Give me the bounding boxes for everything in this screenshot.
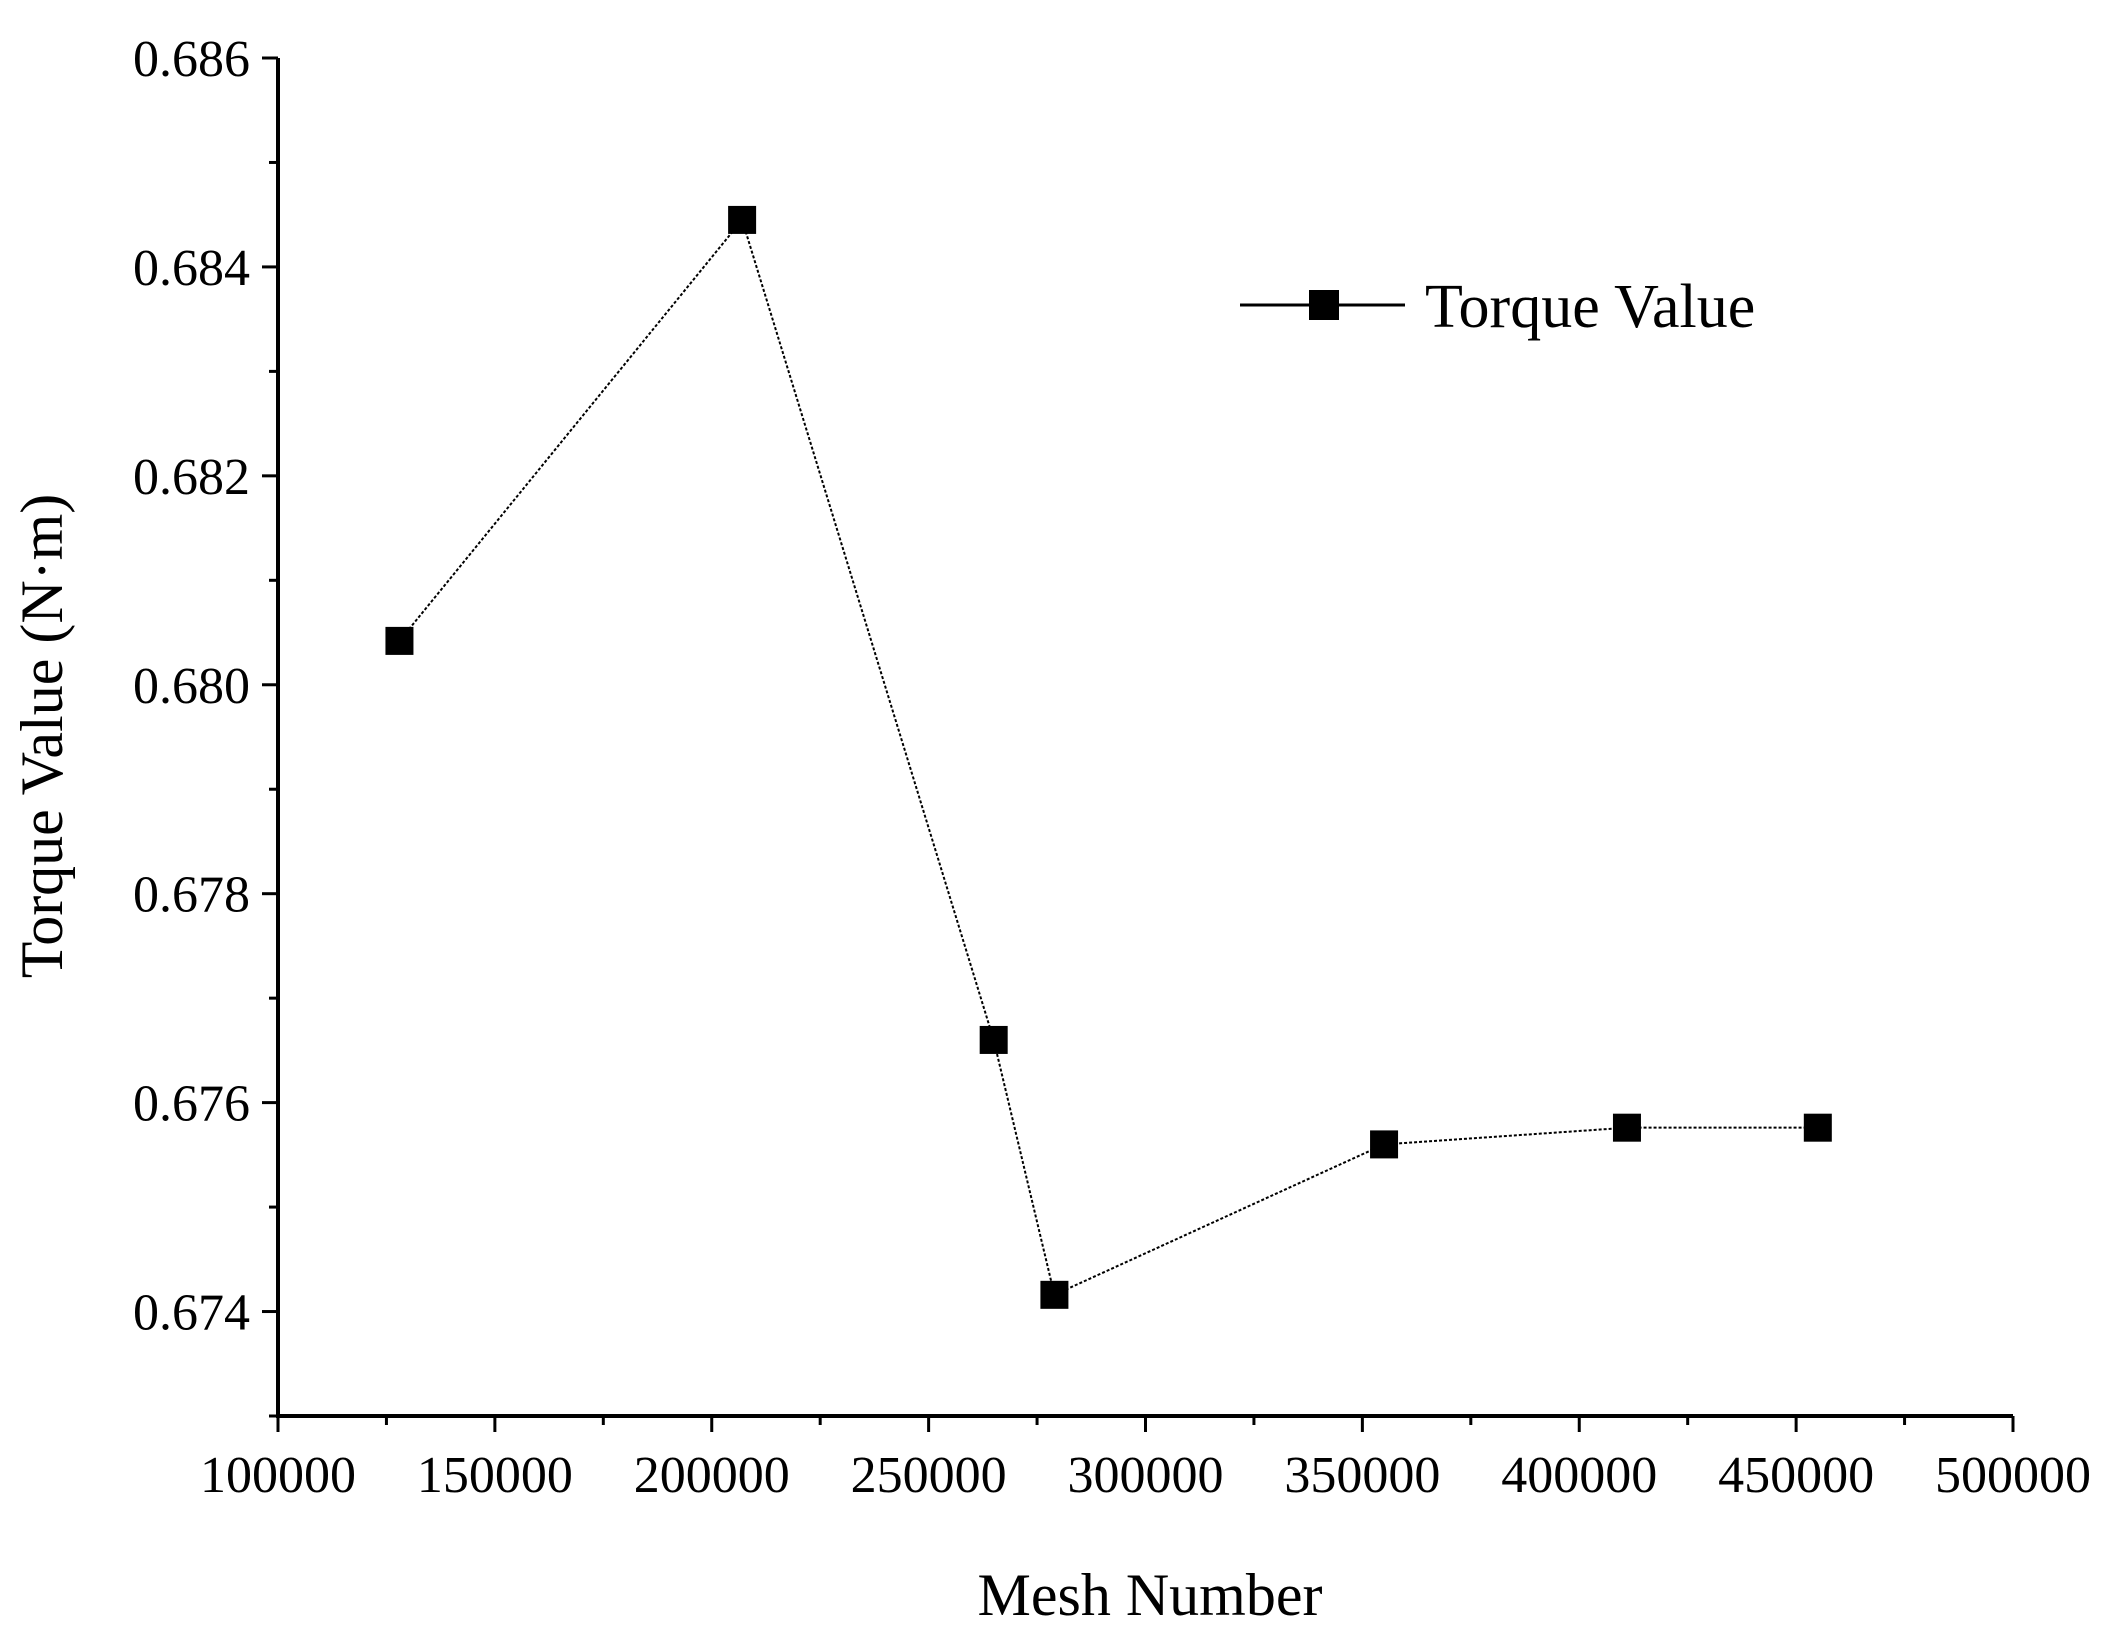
y-tick-label: 0.676 bbox=[133, 1076, 250, 1133]
x-tick-label: 400000 bbox=[1501, 1447, 1657, 1504]
y-tick-label: 0.680 bbox=[133, 658, 250, 715]
y-axis-title: Torque Value (N·m) bbox=[9, 494, 75, 979]
y-tick-label: 0.684 bbox=[133, 240, 250, 297]
legend-marker bbox=[1309, 290, 1339, 320]
data-point-marker bbox=[1370, 1130, 1399, 1159]
x-tick-label: 150000 bbox=[417, 1447, 573, 1504]
data-point-marker bbox=[1803, 1113, 1832, 1142]
x-tick-label: 450000 bbox=[1718, 1447, 1874, 1504]
x-axis-title: Mesh Number bbox=[978, 1562, 1323, 1628]
x-tick-label: 300000 bbox=[1068, 1447, 1224, 1504]
x-tick-label: 250000 bbox=[851, 1447, 1007, 1504]
x-tick-label: 500000 bbox=[1935, 1447, 2091, 1504]
legend-label: Torque Value bbox=[1425, 273, 1755, 341]
y-tick-label: 0.678 bbox=[133, 867, 250, 924]
data-point-marker bbox=[1612, 1113, 1641, 1142]
data-point-marker bbox=[385, 626, 414, 655]
data-point-marker bbox=[979, 1025, 1008, 1054]
y-tick-label: 0.674 bbox=[133, 1285, 250, 1342]
series-line bbox=[398, 217, 1818, 1297]
y-tick-label: 0.682 bbox=[133, 449, 250, 506]
axes: 0.674 0.676 0.678 0.680 0.682 0.684 0.686 10000… bbox=[133, 31, 2091, 1504]
x-tick-label: 350000 bbox=[1284, 1447, 1440, 1504]
x-tick-label: 200000 bbox=[634, 1447, 790, 1504]
data-point-marker bbox=[1040, 1280, 1069, 1309]
series-layer bbox=[385, 205, 1832, 1309]
data-point-marker bbox=[728, 205, 757, 234]
x-tick-label: 100000 bbox=[200, 1447, 356, 1504]
legend: Torque Value bbox=[1240, 273, 1755, 341]
y-tick-label: 0.686 bbox=[133, 31, 250, 88]
